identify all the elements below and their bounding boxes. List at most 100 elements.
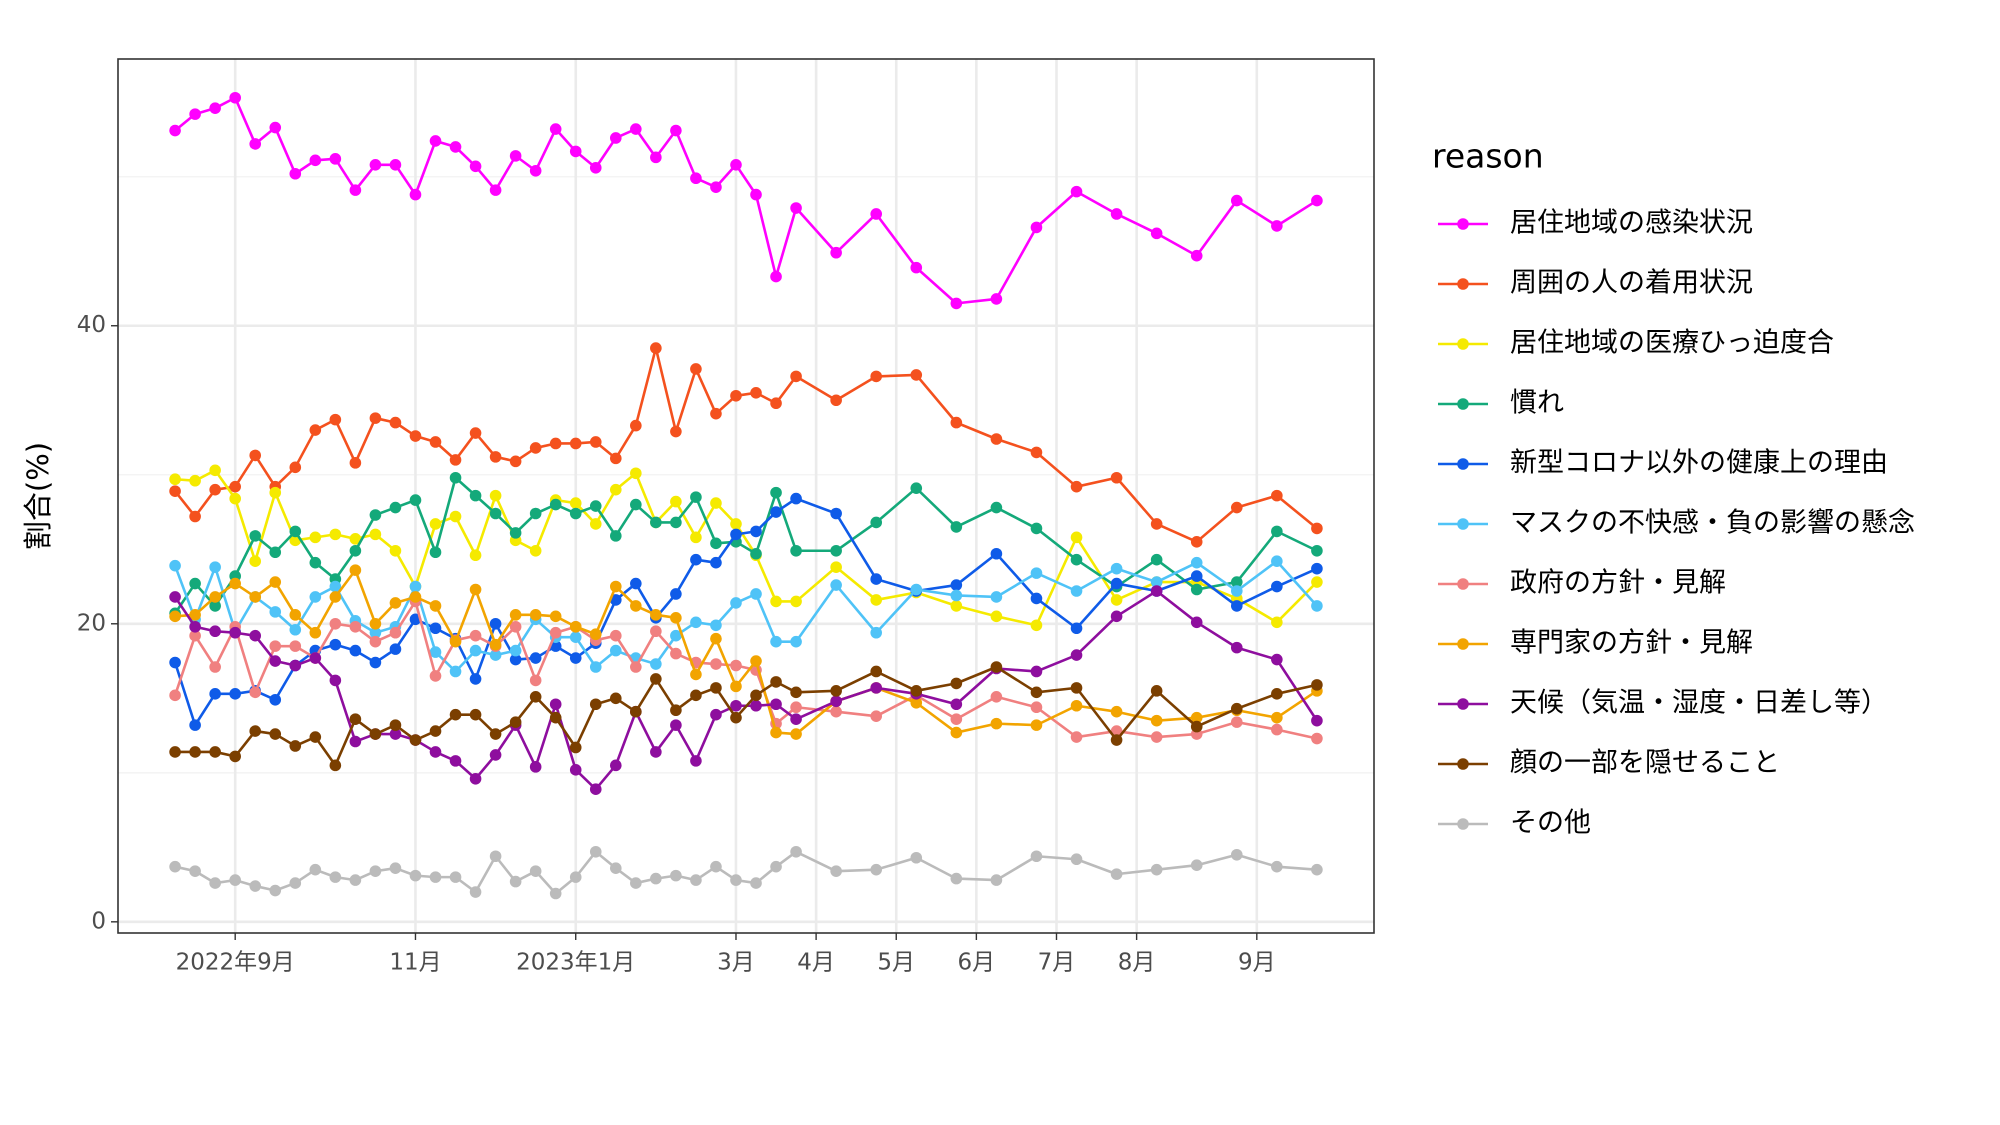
- data-point: [730, 159, 742, 171]
- data-point: [950, 872, 963, 885]
- data-point: [449, 871, 462, 883]
- data-point: [529, 761, 542, 773]
- data-point: [269, 546, 282, 559]
- data-point: [589, 845, 602, 858]
- data-point: [609, 759, 622, 772]
- data-point: [549, 711, 562, 724]
- data-point: [529, 442, 542, 454]
- data-point: [1311, 194, 1323, 207]
- data-point: [329, 871, 342, 883]
- data-point: [1311, 522, 1323, 535]
- data-point: [1110, 208, 1123, 220]
- data-point: [469, 644, 482, 657]
- data-point: [389, 159, 402, 171]
- legend-label: 顔の一部を隠せること: [1510, 748, 1780, 779]
- data-point: [269, 884, 282, 897]
- data-point: [369, 509, 382, 521]
- data-point: [750, 525, 762, 538]
- data-point: [870, 573, 883, 585]
- legend-label: 天候（気温・湿度・日差し等）: [1510, 688, 1888, 719]
- data-point: [429, 871, 442, 883]
- data-point: [409, 580, 422, 593]
- data-point: [770, 676, 782, 688]
- data-point: [209, 464, 221, 477]
- data-point: [650, 342, 662, 354]
- data-point: [730, 711, 742, 724]
- data-point: [870, 682, 883, 694]
- legend-key: [1457, 698, 1469, 710]
- data-point: [1230, 585, 1243, 597]
- data-point: [469, 772, 482, 785]
- data-point: [1030, 592, 1043, 605]
- data-point: [269, 486, 282, 499]
- data-point: [369, 626, 382, 639]
- data-point: [950, 713, 963, 725]
- data-point: [630, 419, 642, 432]
- data-point: [790, 728, 802, 740]
- data-point: [449, 510, 462, 523]
- data-point: [309, 626, 322, 639]
- data-point: [269, 121, 282, 134]
- legend-key: [1457, 758, 1469, 770]
- data-point: [750, 689, 762, 702]
- data-point: [830, 579, 842, 591]
- data-point: [549, 123, 562, 135]
- data-point: [1150, 518, 1163, 530]
- data-point: [269, 693, 282, 706]
- data-point: [509, 455, 522, 468]
- data-point: [169, 124, 181, 137]
- data-point: [369, 528, 382, 541]
- data-point: [1271, 616, 1283, 629]
- data-point: [790, 686, 802, 699]
- data-point: [1230, 848, 1243, 861]
- data-point: [750, 547, 762, 560]
- data-point: [469, 489, 482, 502]
- data-point: [489, 728, 502, 740]
- data-point: [489, 184, 502, 196]
- y-tick-label: 40: [77, 312, 106, 338]
- data-point: [169, 559, 181, 572]
- data-point: [429, 546, 442, 559]
- data-point: [429, 436, 442, 448]
- data-point: [1230, 600, 1243, 612]
- data-point: [1271, 525, 1283, 538]
- data-point: [349, 620, 362, 633]
- data-point: [429, 746, 442, 758]
- data-point: [369, 865, 382, 877]
- data-point: [469, 673, 482, 685]
- data-point: [1110, 734, 1123, 746]
- y-tick-label: 0: [91, 908, 106, 934]
- data-point: [670, 719, 682, 731]
- data-point: [229, 626, 241, 639]
- data-point: [670, 516, 682, 529]
- data-point: [189, 746, 201, 758]
- data-point: [1190, 711, 1203, 724]
- data-point: [509, 527, 522, 539]
- data-point: [609, 483, 622, 496]
- data-point: [1070, 480, 1083, 493]
- data-point: [1311, 863, 1323, 876]
- data-point: [1150, 585, 1163, 597]
- data-point: [710, 860, 722, 873]
- data-point: [529, 652, 542, 664]
- data-point: [569, 145, 582, 158]
- data-point: [429, 518, 442, 530]
- data-point: [549, 437, 562, 450]
- data-point: [289, 640, 302, 652]
- data-point: [630, 577, 642, 590]
- data-point: [750, 655, 762, 667]
- data-point: [1070, 731, 1083, 743]
- series: [169, 661, 1323, 772]
- data-point: [509, 150, 522, 162]
- data-point: [189, 609, 201, 621]
- y-tick-label: 20: [77, 610, 106, 636]
- data-point: [630, 498, 642, 511]
- data-point: [529, 691, 542, 703]
- x-tick-label: 8月: [1118, 950, 1156, 976]
- data-point: [349, 533, 362, 545]
- data-point: [289, 609, 302, 621]
- data-point: [189, 719, 201, 731]
- data-point: [569, 497, 582, 509]
- data-point: [249, 555, 262, 567]
- data-point: [549, 887, 562, 900]
